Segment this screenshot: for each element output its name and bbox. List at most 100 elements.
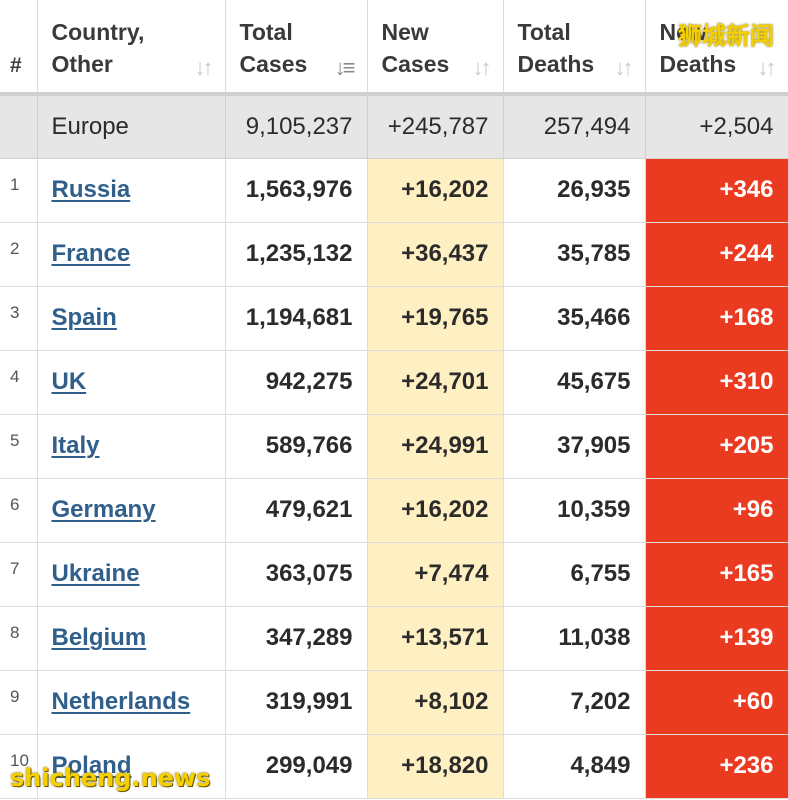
region-total-rank [0, 94, 38, 159]
new-deaths-cell: +96 [645, 478, 788, 543]
region-total-cases: 9,105,237 [225, 94, 368, 159]
sort-arrows-icon[interactable]: ↓↑ [472, 55, 492, 80]
column-header-new-cases-line1: New [381, 19, 429, 45]
new-cases-cell: +24,991 [367, 414, 504, 479]
row-rank: 10 [0, 734, 38, 799]
country-cell: Italy [37, 414, 226, 479]
new-cases-cell: +16,202 [367, 158, 504, 223]
column-header-new-cases[interactable]: New Cases ↓↑ [367, 0, 504, 96]
total-cases-cell: 319,991 [225, 670, 368, 735]
table-header-row: # Country, Other ↓↑ Total Cases ↓≡ New C… [0, 0, 788, 96]
new-cases-cell: +18,820 [367, 734, 504, 799]
row-rank: 6 [0, 478, 38, 543]
region-total-row: Europe 9,105,237 +245,787 257,494 +2,504 [0, 94, 788, 159]
country-link[interactable]: Belgium [51, 624, 147, 651]
country-cell: UK [37, 350, 226, 415]
row-rank: 5 [0, 414, 38, 479]
sort-arrows-icon[interactable]: ↓↑ [614, 55, 634, 80]
country-cell: Netherlands [37, 670, 226, 735]
sort-arrows-icon[interactable]: ↓↑ [194, 55, 214, 80]
total-deaths-cell: 26,935 [503, 158, 646, 223]
table-row: 8 Belgium 347,289 +13,571 11,038 +139 [0, 606, 788, 671]
new-deaths-cell: +60 [645, 670, 788, 735]
table-row: 9 Netherlands 319,991 +8,102 7,202 +60 [0, 670, 788, 735]
new-deaths-cell: +346 [645, 158, 788, 223]
new-cases-cell: +13,571 [367, 606, 504, 671]
country-link[interactable]: Russia [51, 176, 131, 203]
table-row: 2 France 1,235,132 +36,437 35,785 +244 [0, 222, 788, 287]
table-row: 10 Poland 299,049 +18,820 4,849 +236 [0, 734, 788, 799]
column-header-new-deaths-line1: New [659, 19, 707, 45]
total-deaths-cell: 45,675 [503, 350, 646, 415]
column-header-country[interactable]: Country, Other ↓↑ [37, 0, 226, 96]
country-cell: Belgium [37, 606, 226, 671]
total-deaths-cell: 11,038 [503, 606, 646, 671]
column-header-country-line2: Other [51, 51, 113, 77]
total-cases-cell: 363,075 [225, 542, 368, 607]
watermark-bottom: shicheng.news [10, 764, 211, 792]
country-link[interactable]: UK [51, 368, 87, 395]
column-header-country-line1: Country, [51, 19, 145, 45]
new-cases-cell: +24,701 [367, 350, 504, 415]
column-header-total-cases-line2: Cases [239, 51, 308, 77]
new-cases-cell: +36,437 [367, 222, 504, 287]
total-deaths-cell: 4,849 [503, 734, 646, 799]
country-link[interactable]: Netherlands [51, 688, 191, 715]
new-cases-cell: +19,765 [367, 286, 504, 351]
new-cases-cell: +16,202 [367, 478, 504, 543]
total-cases-cell: 299,049 [225, 734, 368, 799]
new-deaths-cell: +310 [645, 350, 788, 415]
region-total-deaths: 257,494 [503, 94, 646, 159]
country-cell: Germany [37, 478, 226, 543]
country-link[interactable]: Italy [51, 432, 100, 459]
country-cell: France [37, 222, 226, 287]
column-header-total-cases[interactable]: Total Cases ↓≡ [225, 0, 368, 96]
country-cell: Poland [37, 734, 226, 799]
total-cases-cell: 1,194,681 [225, 286, 368, 351]
table-row: 4 UK 942,275 +24,701 45,675 +310 [0, 350, 788, 415]
new-deaths-cell: +205 [645, 414, 788, 479]
row-rank: 2 [0, 222, 38, 287]
new-deaths-cell: +139 [645, 606, 788, 671]
total-cases-cell: 589,766 [225, 414, 368, 479]
total-cases-cell: 1,235,132 [225, 222, 368, 287]
total-deaths-cell: 6,755 [503, 542, 646, 607]
new-deaths-cell: +244 [645, 222, 788, 287]
sort-descending-icon[interactable]: ↓≡ [334, 55, 356, 80]
row-rank: 9 [0, 670, 38, 735]
total-deaths-cell: 35,466 [503, 286, 646, 351]
table-row: 1 Russia 1,563,976 +16,202 26,935 +346 [0, 158, 788, 223]
total-cases-cell: 1,563,976 [225, 158, 368, 223]
country-cell: Ukraine [37, 542, 226, 607]
total-deaths-cell: 7,202 [503, 670, 646, 735]
row-rank: 4 [0, 350, 38, 415]
new-cases-cell: +8,102 [367, 670, 504, 735]
row-rank: 3 [0, 286, 38, 351]
sort-arrows-icon[interactable]: ↓↑ [757, 55, 777, 80]
country-cell: Russia [37, 158, 226, 223]
country-link[interactable]: Ukraine [51, 560, 140, 587]
new-deaths-cell: +236 [645, 734, 788, 799]
region-new-deaths: +2,504 [645, 94, 788, 159]
new-cases-cell: +7,474 [367, 542, 504, 607]
column-header-total-deaths[interactable]: Total Deaths ↓↑ [503, 0, 646, 96]
country-link[interactable]: Poland [51, 752, 132, 779]
new-deaths-cell: +165 [645, 542, 788, 607]
column-header-new-deaths-line2: Deaths [659, 51, 737, 77]
column-header-total-deaths-line1: Total [517, 19, 571, 45]
table-row: 5 Italy 589,766 +24,991 37,905 +205 [0, 414, 788, 479]
region-name: Europe [37, 94, 226, 159]
total-deaths-cell: 37,905 [503, 414, 646, 479]
row-rank: 1 [0, 158, 38, 223]
table-row: 6 Germany 479,621 +16,202 10,359 +96 [0, 478, 788, 543]
country-link[interactable]: Spain [51, 304, 117, 331]
country-link[interactable]: France [51, 240, 131, 267]
total-cases-cell: 479,621 [225, 478, 368, 543]
country-link[interactable]: Germany [51, 496, 156, 523]
total-cases-cell: 942,275 [225, 350, 368, 415]
column-header-total-cases-line1: Total [239, 19, 293, 45]
column-header-new-cases-line2: Cases [381, 51, 450, 77]
column-header-rank: # [0, 0, 38, 96]
region-new-cases: +245,787 [367, 94, 504, 159]
column-header-new-deaths[interactable]: New Deaths ↓↑ [645, 0, 788, 96]
